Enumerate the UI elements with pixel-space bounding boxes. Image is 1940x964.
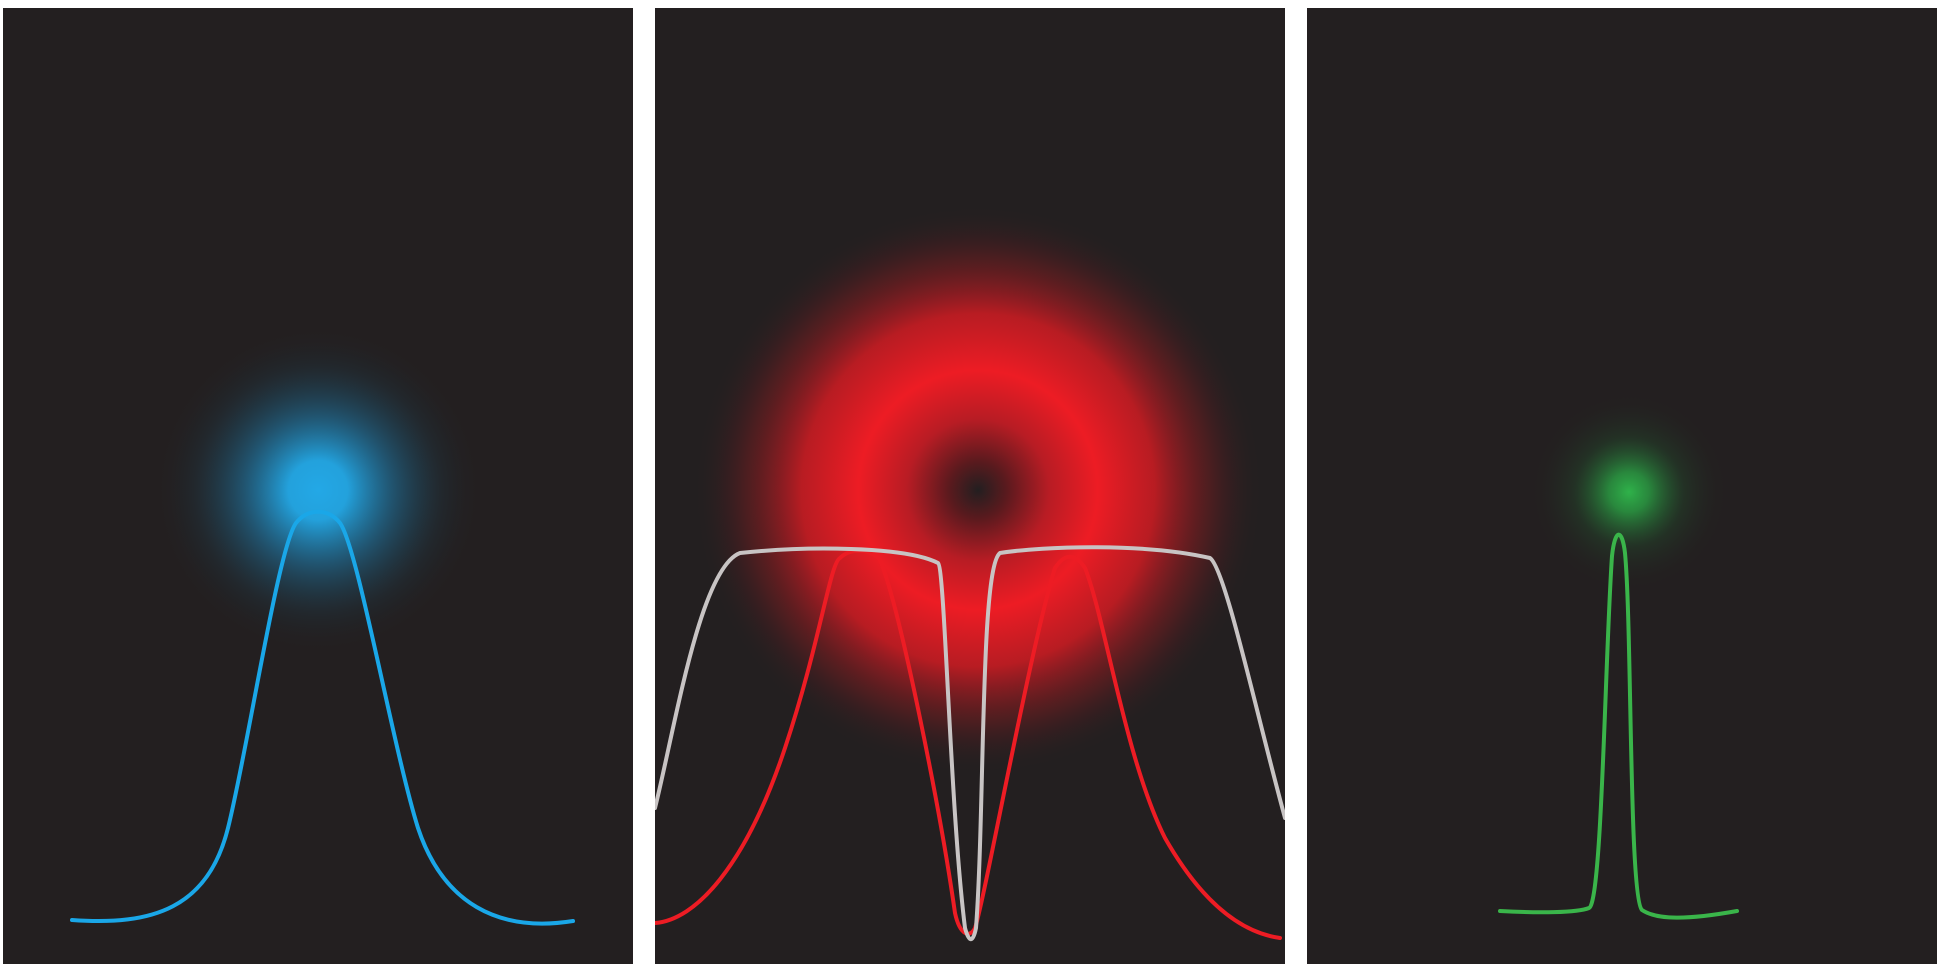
effective-profile-curve: [1498, 532, 1739, 920]
effective-spot: [1529, 392, 1729, 592]
excitation-diagram: [70, 325, 575, 926]
depletion-diagram: [655, 205, 1285, 942]
depletion-panel: [655, 8, 1285, 964]
effective-panel: [1307, 8, 1937, 964]
excitation-profile-curve: [70, 509, 575, 926]
excitation-panel: [3, 8, 633, 964]
depletion-donut: [693, 205, 1263, 775]
excitation-spot: [153, 325, 483, 655]
depletion-saturated-profile-curve: [655, 545, 1285, 942]
depletion-profile-curve: [655, 548, 1282, 940]
effective-diagram: [1498, 392, 1739, 920]
